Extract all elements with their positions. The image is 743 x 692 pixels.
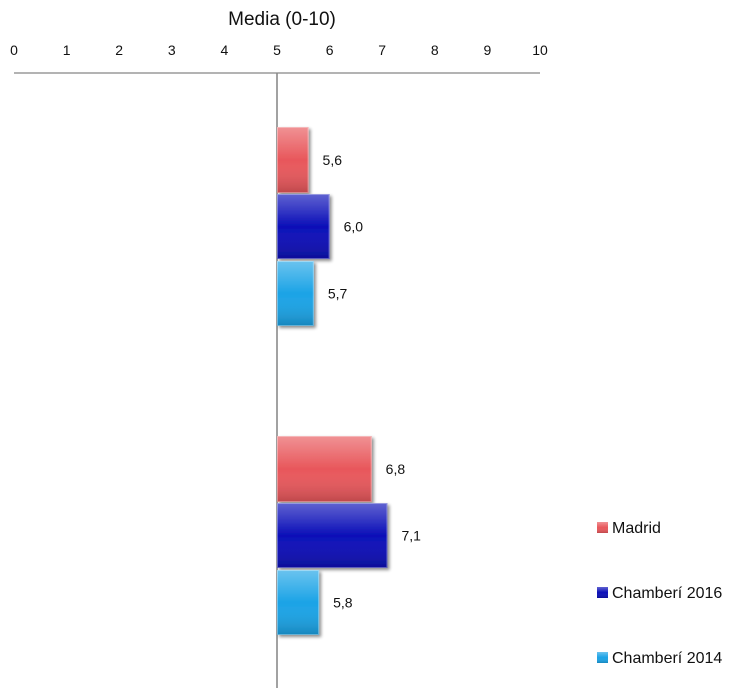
x-tick-label: 1 <box>63 42 71 58</box>
bar-bevel <box>277 436 372 502</box>
bar-shading <box>277 436 372 502</box>
data-label: 5,8 <box>333 595 353 611</box>
legend-swatch-shading <box>597 587 608 598</box>
legend-swatch-shading <box>597 652 608 663</box>
x-tick-label: 2 <box>115 42 123 58</box>
bar-bevel <box>277 503 388 568</box>
bar-shading <box>277 503 388 568</box>
bar-shading <box>277 570 320 635</box>
bar-shading <box>277 127 309 193</box>
bar-bevel <box>277 194 330 259</box>
x-tick-label: 5 <box>273 42 281 58</box>
bar-bevel <box>277 261 314 326</box>
bar-madrid-2 <box>277 436 372 502</box>
bar-shading <box>277 261 314 326</box>
bar-chamber-2014-1 <box>277 261 314 326</box>
bar-shading <box>277 194 330 259</box>
legend-label: Chamberí 2014 <box>612 650 722 667</box>
data-label: 7,1 <box>401 528 421 544</box>
data-label: 6,8 <box>386 461 406 477</box>
bar-bevel <box>277 127 309 193</box>
x-tick-label: 10 <box>532 42 548 58</box>
legend-label: Madrid <box>612 520 661 537</box>
bars-layer <box>277 127 388 635</box>
x-tick-label: 6 <box>326 42 334 58</box>
x-axis-ticks: 0 1 2 3 4 5 6 7 8 9 10 <box>10 42 548 58</box>
legend-label: Chamberí 2016 <box>612 585 722 602</box>
bar-chamber-2016-2 <box>277 503 388 568</box>
data-label: 6,0 <box>344 219 364 235</box>
bar-chamber-2016-1 <box>277 194 330 259</box>
x-tick-label: 0 <box>10 42 18 58</box>
legend-item-madrid: Madrid <box>597 520 661 537</box>
x-tick-label: 4 <box>221 42 229 58</box>
x-tick-label: 3 <box>168 42 176 58</box>
data-label: 5,7 <box>328 286 348 302</box>
bar-madrid-1 <box>277 127 309 193</box>
x-tick-label: 9 <box>484 42 492 58</box>
x-tick-label: 7 <box>378 42 386 58</box>
legend: Madrid Chamberí 2016 Chamberí 2014 <box>597 520 722 667</box>
bar-chamber-2014-2 <box>277 570 320 635</box>
data-labels-layer: 5,6 6,0 5,7 6,8 7,1 5,8 <box>323 152 422 611</box>
legend-item-chamber-2016: Chamberí 2016 <box>597 585 722 602</box>
legend-swatch-shading <box>597 522 608 533</box>
x-tick-label: 8 <box>431 42 439 58</box>
legend-item-chamber-2014: Chamberí 2014 <box>597 650 722 667</box>
bar-bevel <box>277 570 320 635</box>
data-label: 5,6 <box>323 152 343 168</box>
x-axis-title: Media (0-10) <box>228 9 336 30</box>
